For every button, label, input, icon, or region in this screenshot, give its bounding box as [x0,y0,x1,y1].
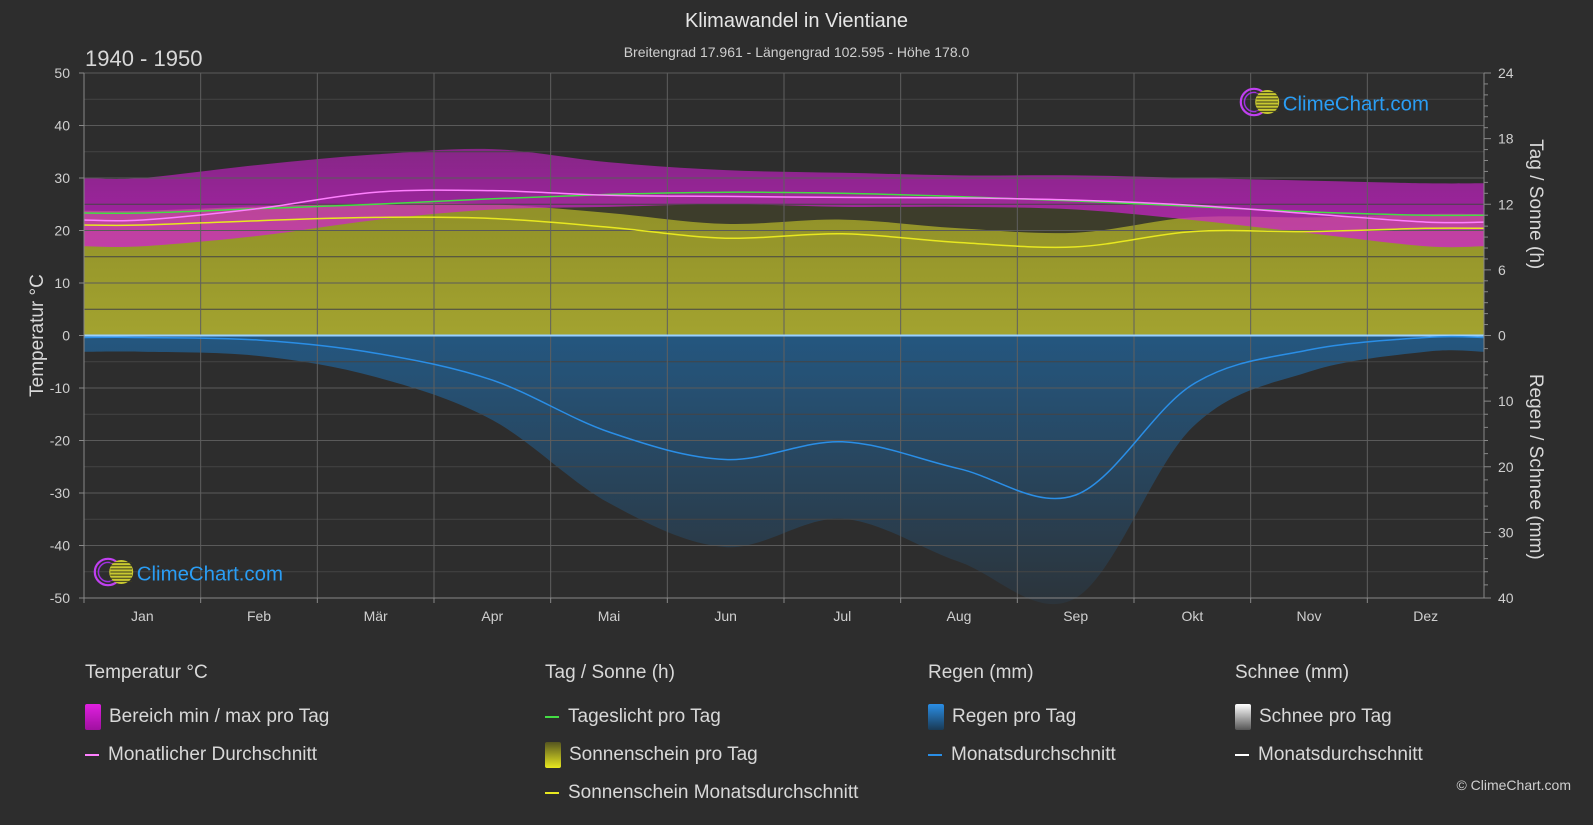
legend-temp-avg: Monatlicher Durchschnitt [85,736,329,774]
legend-snow-avg: Monatsdurchschnitt [1235,736,1423,774]
left-tick-label: 10 [54,275,70,291]
month-label: Jan [131,608,154,624]
snow-avg-swatch [1235,754,1249,756]
legend-temp-range: Bereich min / max pro Tag [85,698,329,736]
period-label: 1940 - 1950 [85,46,203,71]
logo-bottom-text: ClimeChart.com [137,563,283,585]
left-tick-label: 40 [54,118,70,134]
legend-rain-head: Regen (mm) [928,662,1034,683]
month-label: Aug [947,608,972,624]
rain-avg-line [83,335,1485,500]
legend-temp-head: Temperatur °C [85,662,208,683]
logo-top-text: ClimeChart.com [1283,93,1429,115]
legend-rain-avg: Monatsdurchschnitt [928,736,1116,774]
left-tick-label: 20 [54,223,70,239]
legend-snow: Schnee (mm) Schnee pro Tag Monatsdurchsc… [1235,662,1423,774]
right-top-tick-label: 0 [1498,328,1506,344]
legend-sunshine-avg: Sonnenschein Monatsdurchschnitt [545,774,858,812]
legend-temperature: Temperatur °C Bereich min / max pro Tag … [85,662,329,774]
month-label: Dez [1413,608,1438,624]
legend-sunshine: Sonnenschein pro Tag [545,736,858,774]
right-bottom-tick-label: 10 [1498,393,1514,409]
left-tick-label: -40 [50,538,70,554]
right-bottom-tick-label: 40 [1498,590,1514,606]
legend-rain-day-label: Regen pro Tag [952,706,1077,727]
temp-avg-swatch [85,754,99,756]
chart-subtitle: Breitengrad 17.961 - Längengrad 102.595 … [623,44,970,60]
legend-snow-head: Schnee (mm) [1235,662,1350,683]
right-bottom-tick-label: 30 [1498,524,1514,540]
daylight-swatch [545,716,559,718]
chart-title: Klimawandel in Vientiane [684,10,909,32]
month-label: Mär [364,608,388,624]
right-axis-bottom-title: Regen / Schnee (mm) [1525,374,1546,560]
month-label: Sep [1063,608,1088,624]
legend-rain-avg-label: Monatsdurchschnitt [951,744,1116,765]
rain-avg-swatch [928,754,942,756]
left-tick-label: 0 [62,328,70,344]
month-label: Jun [714,608,737,624]
right-axis-top-title: Tag / Sonne (h) [1525,139,1546,269]
legend-daylight: Tageslicht pro Tag [545,698,858,736]
sunshine-avg-line [83,216,1485,249]
month-label: Okt [1181,608,1203,624]
legend-sun-head: Tag / Sonne (h) [545,662,675,683]
month-label: Jul [833,608,851,624]
legend-snow-day: Schnee pro Tag [1235,698,1423,736]
rain-swatch [928,704,944,730]
legend-sun: Tag / Sonne (h) Tageslicht pro Tag Sonne… [545,662,858,812]
month-label: Mai [598,608,621,624]
left-tick-label: -30 [50,485,70,501]
left-axis-title: Temperatur °C [27,274,48,397]
left-tick-label: -20 [50,433,70,449]
month-label: Feb [247,608,271,624]
left-tick-label: 30 [54,170,70,186]
legend-rain: Regen (mm) Regen pro Tag Monatsdurchschn… [928,662,1116,774]
legend-sunshine-avg-label: Sonnenschein Monatsdurchschnitt [568,782,859,803]
left-tick-label: -10 [50,380,70,396]
legend-sunshine-label: Sonnenschein pro Tag [569,744,758,765]
sunshine-avg-swatch [545,792,559,794]
right-top-tick-label: 6 [1498,262,1506,278]
right-top-tick-label: 12 [1498,196,1514,212]
legend-temp-avg-label: Monatlicher Durchschnitt [108,744,318,765]
sunshine-swatch [545,742,561,768]
left-tick-label: -50 [50,590,70,606]
left-tick-label: 50 [54,65,70,81]
climate-chart: 50 40 30 20 10 0 -10 -20 -30 -40 -50 24 18 12 6 0 10 20 30… [27,65,1546,624]
legend-snow-day-label: Schnee pro Tag [1259,706,1392,727]
legend-temp-range-label: Bereich min / max pro Tag [109,706,330,727]
right-bottom-tick-label: 20 [1498,459,1514,475]
right-top-tick-label: 18 [1498,131,1514,147]
right-top-tick-label: 24 [1498,65,1514,81]
legend-rain-day: Regen pro Tag [928,698,1116,736]
legend-snow-avg-label: Monatsdurchschnitt [1258,744,1423,765]
snow-swatch [1235,704,1251,730]
month-label: Apr [481,608,503,624]
copyright: © ClimeChart.com [1456,777,1571,793]
month-label: Nov [1297,608,1322,624]
temp-range-swatch [85,704,101,730]
temp-avg-line [83,189,1485,224]
legend-daylight-label: Tageslicht pro Tag [568,706,721,727]
